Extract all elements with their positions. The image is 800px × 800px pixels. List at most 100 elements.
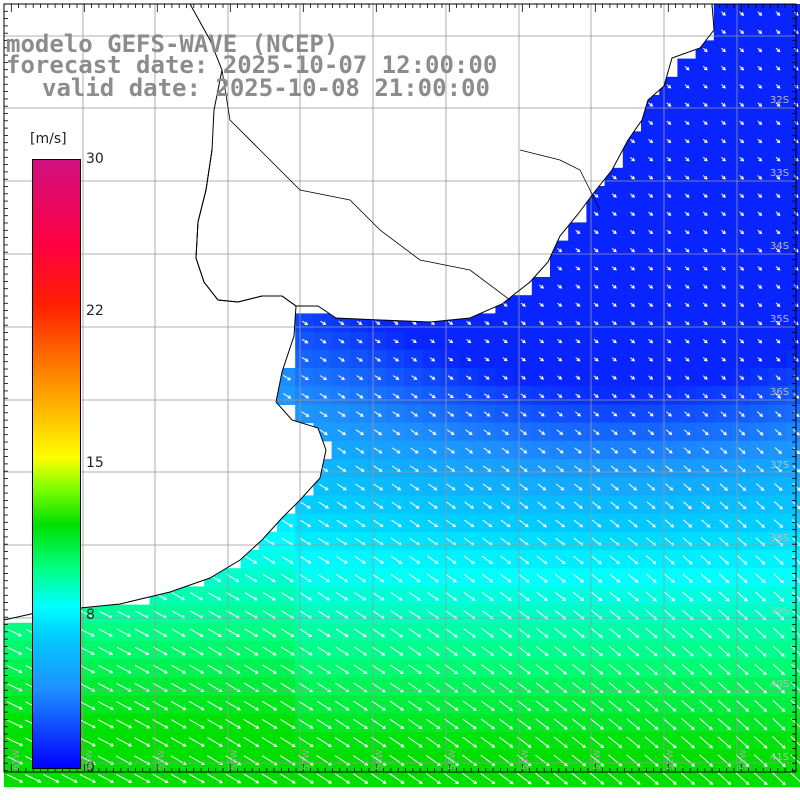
wind-arrow <box>374 393 382 399</box>
wind-arrow <box>645 591 657 602</box>
wind-arrow <box>663 700 676 712</box>
wind-arrow-head <box>653 652 658 657</box>
wind-arrow <box>720 429 727 436</box>
wind-arrow <box>572 646 585 656</box>
wind-arrow <box>717 772 731 785</box>
wind-arrow-head <box>652 579 657 583</box>
wind-arrow-head <box>709 726 713 731</box>
wind-arrow-head <box>491 762 496 766</box>
wind-arrow-head <box>563 670 568 675</box>
wind-arrow <box>409 519 420 528</box>
wind-arrow-head <box>253 578 258 582</box>
wind-arrow <box>535 646 549 656</box>
wind-arrow-head <box>472 670 477 675</box>
wind-arrow-head <box>504 394 509 399</box>
longitude-label: 56W <box>375 749 385 770</box>
wind-arrow <box>500 501 510 509</box>
wind-arrow-head <box>613 321 617 326</box>
wind-arrow-head <box>540 412 545 417</box>
wind-arrow-head <box>668 412 672 417</box>
wind-arrow-head <box>486 413 491 417</box>
wind-arrow-head <box>776 357 781 362</box>
wind-arrow-head <box>469 486 474 491</box>
wind-arrow-head <box>182 670 187 674</box>
wind-arrow-head <box>632 468 637 473</box>
wind-arrow-head <box>540 285 545 289</box>
wind-arrow-head <box>685 194 690 198</box>
wind-arrow-head <box>594 285 599 289</box>
wind-cell <box>786 713 800 733</box>
wind-arrow-head <box>596 468 601 473</box>
wind-arrow-head <box>380 560 385 564</box>
wind-arrow <box>516 736 532 748</box>
wind-arrow <box>464 483 474 491</box>
wind-arrow-head <box>255 725 260 729</box>
wind-arrow-head <box>526 597 530 602</box>
wind-arrow-head <box>545 670 549 675</box>
wind-arrow-head <box>289 560 294 564</box>
wind-arrow <box>171 646 186 656</box>
wind-arrow-head <box>758 357 763 362</box>
wind-arrow <box>244 664 259 674</box>
wind-arrow-head <box>345 707 350 711</box>
colorbar-tick: 8 <box>86 607 95 623</box>
wind-arrow-head <box>491 780 496 785</box>
wind-arrow <box>754 699 767 712</box>
wind-arrow <box>480 772 495 785</box>
wind-arrow-head <box>576 266 581 271</box>
wind-arrow-head <box>127 688 132 692</box>
wind-arrow <box>502 393 508 398</box>
wind-arrow <box>738 447 746 454</box>
wind-arrow <box>700 591 712 602</box>
wind-arrow <box>170 719 187 729</box>
wind-arrow-head <box>706 524 711 528</box>
wind-arrow-head <box>454 670 459 675</box>
wind-arrow <box>336 519 347 527</box>
wind-arrow <box>501 465 510 472</box>
wind-arrow <box>444 718 459 730</box>
wind-arrow-head <box>560 468 565 473</box>
wind-arrow-head <box>110 724 115 729</box>
wind-arrow <box>481 591 494 601</box>
wind-arrow-head <box>397 468 401 472</box>
wind-arrow-head <box>361 486 365 491</box>
wind-arrow <box>738 465 746 473</box>
wind-arrow-head <box>667 248 672 253</box>
wind-arrow-head <box>722 339 726 344</box>
wind-arrow-head <box>467 376 472 380</box>
wind-arrow-head <box>431 321 435 325</box>
wind-arrow <box>335 610 348 619</box>
wind-arrow-head <box>344 633 349 638</box>
wind-arrow-head <box>781 745 786 749</box>
wind-arrow <box>481 664 494 675</box>
wind-arrow <box>371 755 386 766</box>
wind-arrow <box>681 645 694 657</box>
wind-arrow-head <box>323 394 328 399</box>
wind-arrow <box>207 700 223 711</box>
wind-arrow-head <box>780 616 785 621</box>
wind-arrow-head <box>613 266 617 271</box>
wind-arrow-head <box>795 395 800 399</box>
wind-arrow-head <box>777 394 782 399</box>
wind-arrow <box>646 483 655 491</box>
wind-arrow-head <box>654 762 659 767</box>
wind-arrow <box>553 682 567 693</box>
wind-arrow <box>207 664 222 674</box>
wind-arrow <box>572 591 584 601</box>
wind-arrow <box>755 501 765 510</box>
wind-arrow-head <box>649 303 654 307</box>
wind-arrow-head <box>760 487 765 491</box>
wind-arrow <box>591 519 601 528</box>
wind-arrow <box>756 465 764 473</box>
wind-arrow-head <box>308 596 313 601</box>
wind-arrow-head <box>394 321 399 325</box>
wind-arrow-head <box>672 689 677 694</box>
wind-arrow-head <box>467 321 472 325</box>
wind-arrow <box>352 755 368 766</box>
wind-arrow <box>462 682 476 693</box>
wind-arrow <box>299 555 311 564</box>
wind-arrow-head <box>340 321 345 325</box>
wind-arrow <box>738 393 745 399</box>
wind-arrow <box>281 573 294 583</box>
wind-arrow-head <box>544 615 549 620</box>
